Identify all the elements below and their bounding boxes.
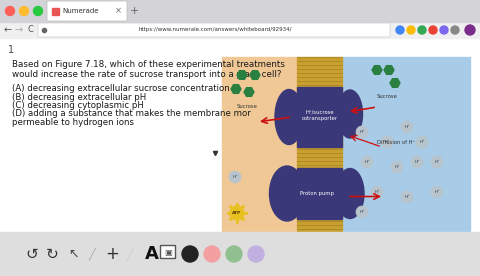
- Text: ←: ←: [4, 25, 12, 35]
- Bar: [222, 57, 297, 233]
- Text: H⁺: H⁺: [434, 160, 440, 164]
- Text: ×: ×: [115, 7, 121, 15]
- Text: https://www.numerale.com/answers/whiteboard/92934/: https://www.numerale.com/answers/whitebo…: [138, 28, 292, 33]
- Circle shape: [226, 246, 242, 262]
- Text: (B) decreasing extracellular pH: (B) decreasing extracellular pH: [12, 93, 146, 102]
- Text: H⁺: H⁺: [359, 130, 365, 134]
- Ellipse shape: [336, 169, 364, 219]
- Text: H⁺: H⁺: [414, 160, 420, 164]
- Text: Sucrose: Sucrose: [377, 94, 397, 99]
- Circle shape: [418, 26, 426, 34]
- Circle shape: [204, 246, 220, 262]
- Text: Sucrose: Sucrose: [237, 104, 257, 109]
- Polygon shape: [390, 79, 400, 87]
- Text: H⁺: H⁺: [404, 125, 410, 129]
- Text: permeable to hydrogen ions: permeable to hydrogen ions: [12, 118, 134, 127]
- Bar: [0, 232, 480, 276]
- Ellipse shape: [337, 90, 362, 138]
- FancyBboxPatch shape: [38, 23, 390, 37]
- Ellipse shape: [269, 166, 304, 221]
- Circle shape: [401, 121, 413, 133]
- Circle shape: [411, 156, 423, 168]
- Circle shape: [230, 206, 244, 220]
- Polygon shape: [244, 88, 254, 96]
- Circle shape: [440, 26, 448, 34]
- Circle shape: [401, 191, 413, 203]
- Text: H⁺: H⁺: [394, 165, 400, 169]
- Text: ATP: ATP: [232, 211, 241, 215]
- Circle shape: [356, 126, 368, 138]
- Circle shape: [451, 26, 459, 34]
- Text: H⁺: H⁺: [419, 140, 425, 144]
- Text: C: C: [27, 25, 33, 34]
- Text: ╱: ╱: [127, 248, 133, 261]
- Polygon shape: [372, 66, 382, 74]
- Circle shape: [431, 156, 443, 168]
- Ellipse shape: [275, 89, 303, 145]
- Bar: [297, 57, 342, 233]
- Bar: [342, 57, 470, 233]
- Circle shape: [431, 186, 443, 198]
- Bar: [297, 87, 342, 147]
- Text: H⁺: H⁺: [384, 140, 390, 144]
- Polygon shape: [237, 71, 247, 79]
- Circle shape: [416, 136, 428, 148]
- Circle shape: [182, 246, 198, 262]
- Text: +: +: [129, 6, 139, 16]
- Polygon shape: [250, 71, 260, 79]
- Text: →: →: [15, 25, 23, 35]
- Circle shape: [429, 26, 437, 34]
- Bar: [297, 168, 342, 219]
- Text: H⁺: H⁺: [434, 190, 440, 194]
- Circle shape: [381, 136, 393, 148]
- Text: H⁺: H⁺: [364, 160, 370, 164]
- FancyBboxPatch shape: [47, 1, 127, 21]
- Text: would increase the rate of sucrose transport into a plant cell?: would increase the rate of sucrose trans…: [12, 70, 281, 79]
- Polygon shape: [231, 85, 241, 93]
- Circle shape: [20, 7, 28, 15]
- Text: Diffusion of H⁺: Diffusion of H⁺: [377, 139, 415, 145]
- Text: (D) adding a substance that makes the membrane mor: (D) adding a substance that makes the me…: [12, 109, 251, 118]
- Circle shape: [248, 246, 264, 262]
- Text: ↻: ↻: [46, 246, 59, 261]
- Circle shape: [465, 25, 475, 35]
- Text: H⁺: H⁺: [404, 195, 410, 199]
- Text: ▣: ▣: [164, 248, 172, 256]
- Polygon shape: [384, 66, 394, 74]
- Bar: [52, 8, 59, 15]
- Circle shape: [391, 161, 403, 173]
- Text: A: A: [145, 245, 159, 263]
- Circle shape: [407, 26, 415, 34]
- Circle shape: [371, 186, 383, 198]
- Bar: [0, 22, 480, 254]
- Circle shape: [361, 156, 373, 168]
- Text: Proton pump: Proton pump: [300, 191, 334, 196]
- Text: (A) decreasing extracellular sucrose concentration: (A) decreasing extracellular sucrose con…: [12, 84, 230, 93]
- Text: H⁺: H⁺: [232, 175, 238, 179]
- Text: H⁺: H⁺: [374, 190, 380, 194]
- FancyBboxPatch shape: [160, 245, 176, 259]
- Text: Based on Figure 7.18, which of these experimental treatments: Based on Figure 7.18, which of these exp…: [12, 60, 285, 69]
- Circle shape: [356, 206, 368, 218]
- Circle shape: [229, 171, 241, 183]
- Circle shape: [5, 7, 14, 15]
- Circle shape: [34, 7, 43, 15]
- Text: ↖: ↖: [68, 248, 78, 261]
- Text: H⁺: H⁺: [359, 210, 365, 214]
- Text: +: +: [105, 245, 119, 263]
- Text: H⁺/sucrose
cotransporter: H⁺/sucrose cotransporter: [301, 109, 337, 121]
- Text: ↺: ↺: [25, 246, 38, 261]
- Bar: [0, 22, 480, 38]
- Text: Numerade: Numerade: [62, 8, 98, 14]
- Text: 1: 1: [8, 45, 14, 55]
- Bar: [0, 0, 480, 22]
- Circle shape: [396, 26, 404, 34]
- Text: (C) decreasing cytoplasmic pH: (C) decreasing cytoplasmic pH: [12, 101, 144, 110]
- Text: ╱: ╱: [89, 248, 96, 261]
